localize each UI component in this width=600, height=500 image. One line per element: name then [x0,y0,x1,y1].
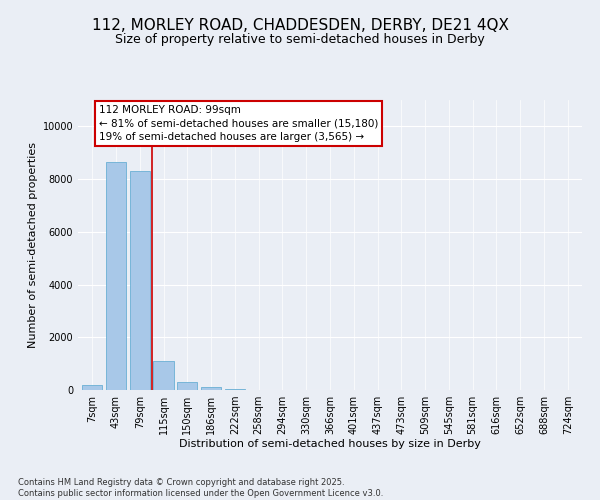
Bar [82,384,103,390]
Bar [177,382,197,390]
Bar [130,171,150,390]
Bar [154,361,173,390]
Text: 112, MORLEY ROAD, CHADDESDEN, DERBY, DE21 4QX: 112, MORLEY ROAD, CHADDESDEN, DERBY, DE2… [91,18,509,32]
Bar [106,162,126,390]
Bar [201,388,221,390]
Text: Size of property relative to semi-detached houses in Derby: Size of property relative to semi-detach… [115,32,485,46]
Bar [225,388,245,390]
X-axis label: Distribution of semi-detached houses by size in Derby: Distribution of semi-detached houses by … [179,438,481,448]
Text: Contains HM Land Registry data © Crown copyright and database right 2025.
Contai: Contains HM Land Registry data © Crown c… [18,478,383,498]
Y-axis label: Number of semi-detached properties: Number of semi-detached properties [28,142,38,348]
Text: 112 MORLEY ROAD: 99sqm
← 81% of semi-detached houses are smaller (15,180)
19% of: 112 MORLEY ROAD: 99sqm ← 81% of semi-det… [99,106,378,142]
